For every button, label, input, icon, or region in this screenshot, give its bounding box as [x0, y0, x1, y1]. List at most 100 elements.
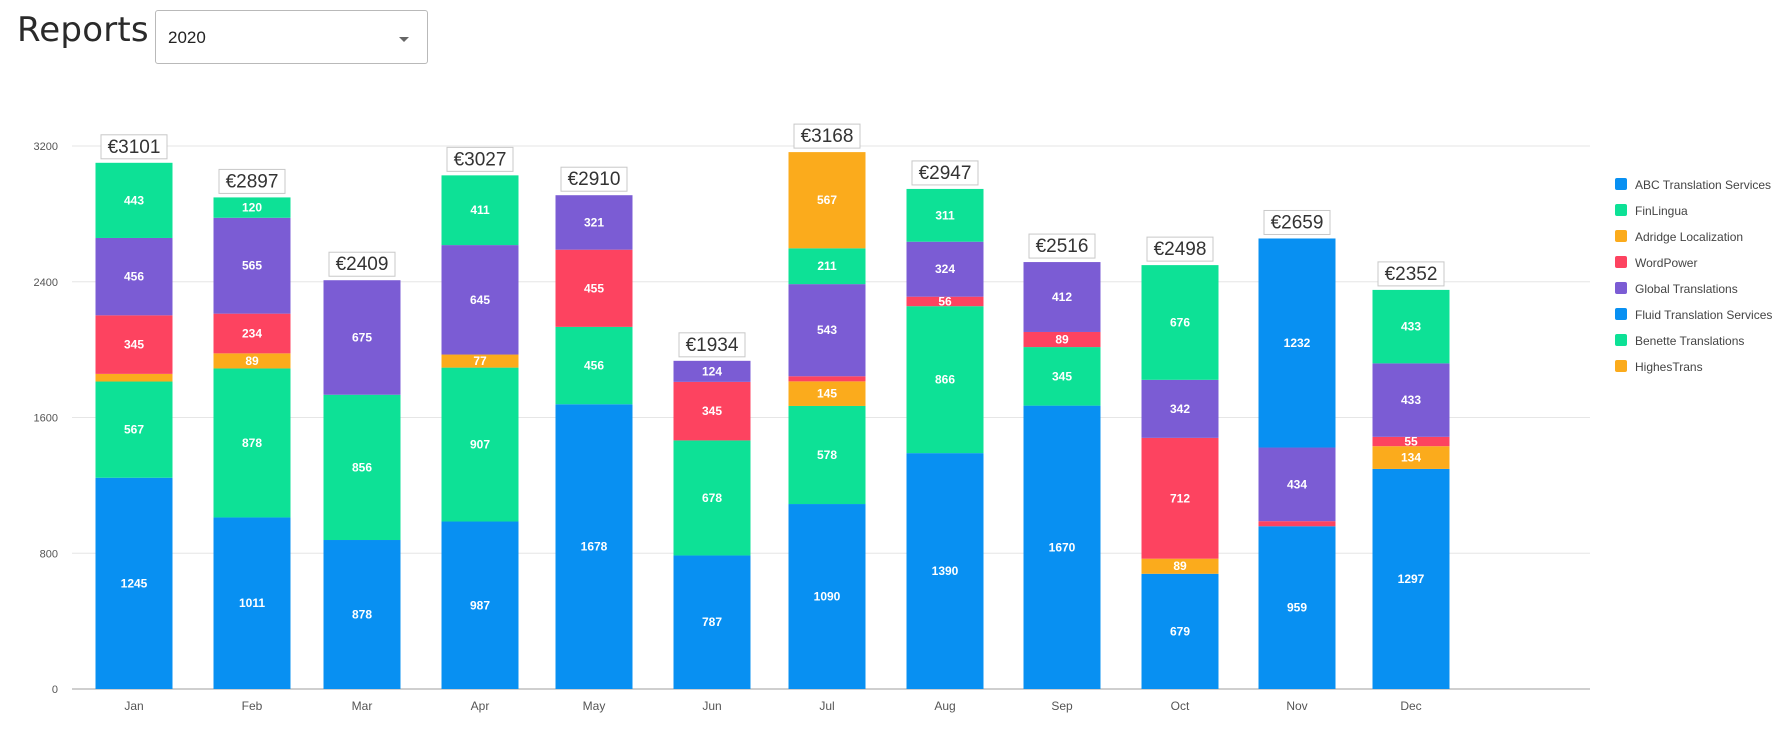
bar-segment[interactable] — [441, 354, 519, 368]
bar-segment[interactable] — [213, 353, 291, 369]
bar-segment[interactable] — [1023, 347, 1101, 406]
bar-segment[interactable] — [213, 368, 291, 518]
bar-segment[interactable] — [788, 248, 866, 285]
data-label: 211 — [817, 259, 837, 273]
year-select-value: 2020 — [168, 28, 206, 47]
legend-swatch[interactable] — [1615, 282, 1627, 294]
bar-segment[interactable] — [1258, 526, 1336, 689]
bar-segment[interactable] — [555, 195, 633, 250]
bar-segment[interactable] — [213, 197, 291, 218]
bar-segment[interactable] — [906, 241, 984, 297]
bar-segment[interactable] — [788, 284, 866, 377]
bar-segment[interactable] — [441, 175, 519, 246]
bar-segment[interactable] — [1023, 262, 1101, 332]
bar-segment[interactable] — [1372, 363, 1450, 437]
legend-label[interactable]: Fluid Translation Services — [1635, 308, 1772, 322]
total-label: €2910 — [568, 169, 621, 190]
bar-segment[interactable] — [323, 394, 401, 541]
legend-swatch[interactable] — [1615, 178, 1627, 190]
legend-label[interactable]: WordPower — [1635, 256, 1697, 270]
data-label: 120 — [242, 201, 262, 215]
data-label: 89 — [1055, 333, 1069, 347]
total-label: €2897 — [226, 171, 279, 192]
data-label: 342 — [1170, 402, 1190, 416]
bar-segment[interactable] — [1372, 436, 1450, 447]
bar-segment[interactable] — [1023, 331, 1101, 348]
x-tick-label: Aug — [934, 699, 955, 713]
bar-segment[interactable] — [95, 381, 173, 478]
total-label: €2409 — [336, 254, 389, 275]
bar-segment[interactable] — [788, 152, 866, 249]
bar-segment[interactable] — [213, 517, 291, 689]
data-label: 678 — [702, 491, 722, 505]
data-label: 907 — [470, 438, 490, 452]
bar-segment[interactable] — [1023, 405, 1101, 689]
bar-segment[interactable] — [555, 326, 633, 405]
legend-swatch[interactable] — [1615, 360, 1627, 372]
bar-segment[interactable] — [1141, 437, 1219, 559]
bar-segment[interactable] — [1258, 521, 1336, 527]
bar-segment[interactable] — [441, 521, 519, 689]
data-label: 1297 — [1398, 572, 1425, 586]
data-label: 878 — [242, 436, 262, 450]
total-label-box — [1146, 236, 1214, 262]
legend-swatch[interactable] — [1615, 204, 1627, 216]
bar-segment[interactable] — [213, 217, 291, 314]
data-label: 434 — [1287, 477, 1307, 491]
total-label-box — [1028, 233, 1096, 259]
bar-segment[interactable] — [213, 313, 291, 354]
bar-segment[interactable] — [906, 306, 984, 454]
legend-label[interactable]: Adridge Localization — [1635, 230, 1743, 244]
bar-segment[interactable] — [1141, 558, 1219, 574]
bar-segment[interactable] — [673, 360, 751, 382]
legend-swatch[interactable] — [1615, 334, 1627, 346]
x-tick-label: Apr — [471, 699, 490, 713]
bar-segment[interactable] — [788, 504, 866, 689]
total-label: €3168 — [801, 126, 854, 147]
bar-segment[interactable] — [323, 280, 401, 395]
data-label: 311 — [935, 208, 955, 222]
bar-segment[interactable] — [906, 188, 984, 242]
legend-label[interactable]: Benette Translations — [1635, 334, 1744, 348]
bar-segment[interactable] — [323, 540, 401, 689]
total-label-box — [328, 251, 396, 277]
bar-segment[interactable] — [1141, 379, 1219, 438]
bar-segment[interactable] — [673, 555, 751, 689]
legend-label[interactable]: ABC Translation Services — [1635, 178, 1771, 192]
bar-segment[interactable] — [788, 381, 866, 406]
bar-segment[interactable] — [555, 404, 633, 689]
legend-swatch[interactable] — [1615, 308, 1627, 320]
bar-segment[interactable] — [555, 249, 633, 327]
bar-segment[interactable] — [906, 296, 984, 307]
total-label-box — [100, 134, 168, 160]
bar-segment[interactable] — [95, 373, 173, 382]
bar-segment[interactable] — [1141, 573, 1219, 689]
data-label: 456 — [124, 270, 144, 284]
data-label: 856 — [352, 460, 372, 474]
bar-segment[interactable] — [95, 237, 173, 316]
bar-segment[interactable] — [788, 405, 866, 505]
bar-segment[interactable] — [1372, 446, 1450, 469]
bar-segment[interactable] — [673, 381, 751, 441]
data-label: 543 — [817, 323, 837, 337]
legend-label[interactable]: Global Translations — [1635, 282, 1738, 296]
data-label: 324 — [935, 262, 955, 276]
bar-segment[interactable] — [1141, 265, 1219, 380]
bar-segment[interactable] — [441, 245, 519, 355]
bar-segment[interactable] — [95, 315, 173, 374]
legend-swatch[interactable] — [1615, 256, 1627, 268]
bar-segment[interactable] — [441, 367, 519, 522]
bar-segment[interactable] — [1258, 238, 1336, 448]
year-select[interactable]: 2020 — [155, 10, 428, 64]
bar-segment[interactable] — [673, 440, 751, 556]
bar-segment[interactable] — [1372, 289, 1450, 364]
bar-segment[interactable] — [788, 376, 866, 382]
legend-label[interactable]: FinLingua — [1635, 204, 1688, 218]
legend-label[interactable]: HighesTrans — [1635, 360, 1703, 374]
bar-segment[interactable] — [1372, 468, 1450, 689]
bar-segment[interactable] — [1258, 447, 1336, 522]
legend-swatch[interactable] — [1615, 230, 1627, 242]
bar-segment[interactable] — [95, 162, 173, 238]
bar-segment[interactable] — [95, 477, 173, 689]
bar-segment[interactable] — [906, 453, 984, 689]
